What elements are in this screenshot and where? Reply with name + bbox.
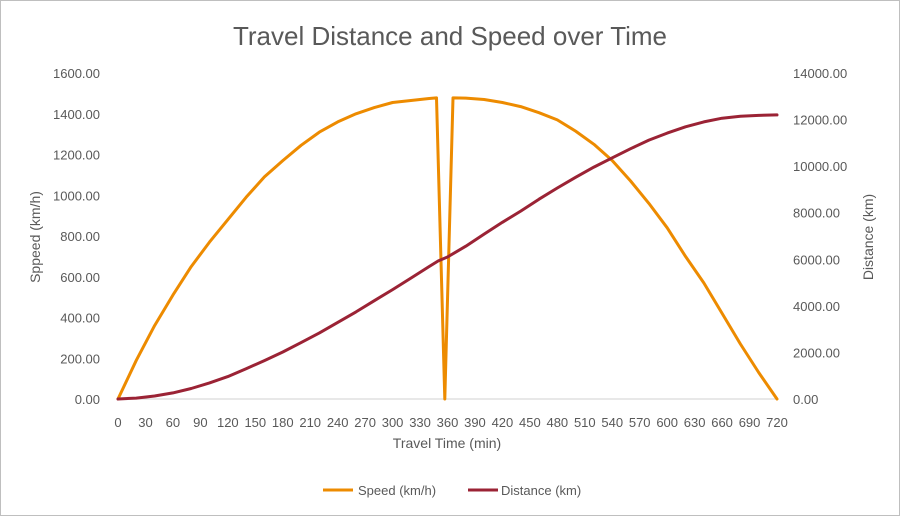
y-left-tick-label: 1400.00 bbox=[53, 107, 100, 122]
y-left-axis-label: Sppeed (km/h) bbox=[27, 191, 43, 283]
x-tick-label: 360 bbox=[437, 415, 459, 430]
y-right-tick-label: 8000.00 bbox=[793, 206, 840, 221]
x-tick-label: 510 bbox=[574, 415, 596, 430]
y-left-tick-label: 1200.00 bbox=[53, 148, 100, 163]
x-tick-label: 150 bbox=[244, 415, 266, 430]
y-right-axis-label: Distance (km) bbox=[860, 194, 876, 280]
y-left-tick-label: 1000.00 bbox=[53, 188, 100, 203]
x-tick-label: 240 bbox=[327, 415, 349, 430]
y-right-tick-label: 6000.00 bbox=[793, 252, 840, 267]
distance-series-line bbox=[116, 113, 779, 401]
legend-distance-label: Distance (km) bbox=[501, 483, 581, 498]
y-right-tick-labels: 0.00 2000.00 4000.00 6000.00 8000.00 10000.00… bbox=[793, 66, 847, 407]
x-tick-label: 300 bbox=[382, 415, 404, 430]
legend-speed-label: Speed (km/h) bbox=[358, 483, 436, 498]
x-tick-label: 480 bbox=[546, 415, 568, 430]
x-tick-label: 540 bbox=[601, 415, 623, 430]
y-left-tick-label: 1600.00 bbox=[53, 66, 100, 81]
y-right-tick-label: 10000.00 bbox=[793, 159, 847, 174]
x-tick-label: 420 bbox=[492, 415, 514, 430]
y-left-tick-label: 0.00 bbox=[75, 392, 100, 407]
y-right-tick-label: 12000.00 bbox=[793, 113, 847, 128]
y-right-tick-label: 0.00 bbox=[793, 392, 818, 407]
x-tick-label: 330 bbox=[409, 415, 431, 430]
x-tick-label: 120 bbox=[217, 415, 239, 430]
x-tick-label: 0 bbox=[114, 415, 121, 430]
x-tick-label: 630 bbox=[684, 415, 706, 430]
x-tick-label: 270 bbox=[354, 415, 376, 430]
x-tick-label: 450 bbox=[519, 415, 541, 430]
x-tick-label: 570 bbox=[629, 415, 651, 430]
x-tick-label: 180 bbox=[272, 415, 294, 430]
chart-title: Travel Distance and Speed over Time bbox=[233, 21, 667, 51]
y-right-tick-label: 14000.00 bbox=[793, 66, 847, 81]
x-tick-label: 690 bbox=[739, 415, 761, 430]
y-left-tick-label: 200.00 bbox=[60, 351, 100, 366]
y-left-tick-label: 800.00 bbox=[60, 229, 100, 244]
x-tick-label: 30 bbox=[138, 415, 152, 430]
x-tick-label: 660 bbox=[711, 415, 733, 430]
y-left-tick-labels: 0.00 200.00 400.00 600.00 800.00 1000.00 1200.… bbox=[53, 66, 100, 407]
legend: Speed (km/h) Distance (km) bbox=[323, 483, 581, 498]
x-tick-labels: 0 30 60 90 120 150 180 210 240 270 300 330 360 390 420… bbox=[114, 415, 787, 430]
series-layer bbox=[116, 96, 779, 401]
x-tick-label: 390 bbox=[464, 415, 486, 430]
x-tick-label: 60 bbox=[166, 415, 180, 430]
x-axis-label: Travel Time (min) bbox=[393, 435, 501, 451]
y-left-tick-label: 600.00 bbox=[60, 270, 100, 285]
y-right-tick-label: 4000.00 bbox=[793, 299, 840, 314]
x-tick-label: 720 bbox=[766, 415, 788, 430]
y-right-tick-label: 2000.00 bbox=[793, 345, 840, 360]
x-tick-label: 210 bbox=[299, 415, 321, 430]
x-tick-label: 90 bbox=[193, 415, 207, 430]
x-tick-label: 600 bbox=[656, 415, 678, 430]
speed-series-line bbox=[116, 96, 779, 401]
y-left-tick-label: 400.00 bbox=[60, 311, 100, 326]
